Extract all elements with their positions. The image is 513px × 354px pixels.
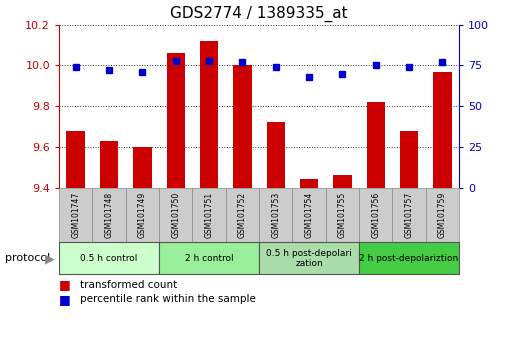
Bar [159,242,259,274]
Bar [59,242,159,274]
Text: GSM101747: GSM101747 [71,192,80,238]
Text: GSM101757: GSM101757 [405,192,413,238]
Bar [67,131,85,188]
Bar [233,65,251,188]
Bar [159,188,192,242]
Text: 0.5 h control: 0.5 h control [81,254,137,263]
Text: 2 h post-depolariztion: 2 h post-depolariztion [360,254,459,263]
Bar [359,188,392,242]
Text: GSM101759: GSM101759 [438,192,447,238]
Bar [292,188,326,242]
Bar [433,72,451,188]
Bar [259,242,359,274]
Bar [400,131,418,188]
Bar [300,179,318,188]
Bar [92,188,126,242]
Text: GSM101755: GSM101755 [338,192,347,238]
Text: GSM101751: GSM101751 [205,192,213,238]
Text: protocol: protocol [5,253,50,263]
Bar [392,188,426,242]
Text: GSM101753: GSM101753 [271,192,280,238]
Text: ▶: ▶ [45,252,54,265]
Bar [167,53,185,188]
Text: percentile rank within the sample: percentile rank within the sample [80,294,255,304]
Bar [326,188,359,242]
Text: 0.5 h post-depolari
zation: 0.5 h post-depolari zation [266,249,352,268]
Bar [426,188,459,242]
Bar [333,176,351,188]
Title: GDS2774 / 1389335_at: GDS2774 / 1389335_at [170,6,348,22]
Text: GSM101750: GSM101750 [171,192,180,238]
Text: GSM101749: GSM101749 [138,192,147,238]
Bar [133,147,151,188]
Text: 2 h control: 2 h control [185,254,233,263]
Text: ■: ■ [59,293,71,306]
Bar [367,102,385,188]
Text: ■: ■ [59,279,71,291]
Text: GSM101752: GSM101752 [238,192,247,238]
Bar [267,122,285,188]
Bar [192,188,226,242]
Text: transformed count: transformed count [80,280,177,290]
Text: GSM101754: GSM101754 [305,192,313,238]
Bar [226,188,259,242]
Text: GSM101748: GSM101748 [105,192,113,238]
Bar [200,41,218,188]
Text: GSM101756: GSM101756 [371,192,380,238]
Bar [59,188,92,242]
Bar [259,188,292,242]
Bar [100,141,118,188]
Bar [359,242,459,274]
Bar [126,188,159,242]
